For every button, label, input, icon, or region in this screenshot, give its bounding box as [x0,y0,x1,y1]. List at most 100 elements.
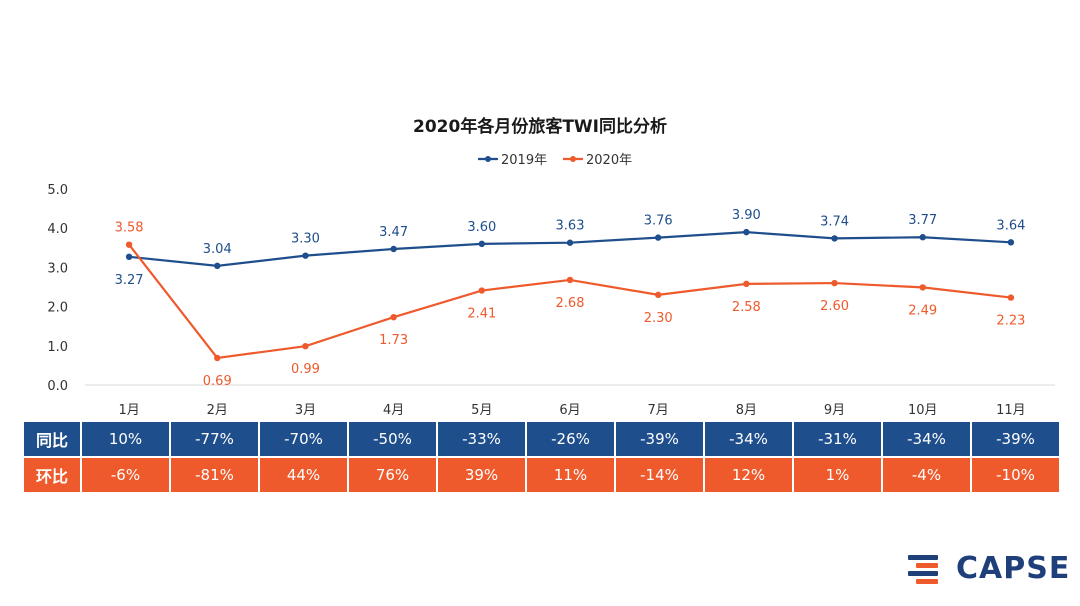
yoy-cell: -39% [970,422,1059,456]
x-tick-label: 11月 [996,403,1026,418]
data-label: 3.64 [996,218,1025,233]
x-tick-label: 7月 [648,403,669,418]
yoy-cell: -39% [614,422,703,456]
data-label: 3.47 [379,225,408,240]
x-tick-label: 3月 [295,403,316,418]
mom-cell: -4% [881,458,970,492]
yoy-cell: -26% [525,422,614,456]
data-label: 2.49 [908,303,937,318]
data-label: 3.63 [556,219,585,234]
data-point [302,342,309,350]
yoy-cell: -34% [703,422,792,456]
y-tick-label: 5.0 [47,183,68,198]
data-point [302,252,309,259]
x-tick-label: 9月 [824,403,845,418]
data-label: 3.90 [732,208,761,223]
data-point [214,354,221,362]
data-point [566,239,574,246]
data-point [390,245,397,253]
x-tick-label: 8月 [736,403,757,418]
logo-text: CAPSE [956,550,1071,586]
x-tick-label: 10月 [908,403,938,418]
data-label: 3.76 [644,214,673,229]
y-tick-label: 0.0 [47,379,68,394]
mom-cell: -10% [970,458,1059,492]
x-tick-label: 1月 [118,403,139,418]
mom-cell: -6% [80,458,169,492]
yoy-cell: -50% [347,422,436,456]
data-point [566,276,574,284]
y-tick-label: 3.0 [47,261,68,276]
y-tick-label: 1.0 [47,340,68,355]
mom-row-header: 环比 [35,467,68,486]
data-point [831,279,838,287]
data-label: 3.04 [203,242,232,257]
yoy-cell: -77% [169,422,258,456]
mom-row: 环比 -6% -81% 44% 76% 39% 11% -14% 12% 1% -4% -10% [24,458,1059,492]
data-label: 2.58 [732,300,761,315]
x-tick-label: 2月 [207,403,228,418]
data-point [125,241,133,248]
mom-cell: 76% [347,458,436,492]
line-chart: 2020年各月份旅客TWI同比分析 2019年 2020年 0.0 1.0 2.0 3.… [47,116,1055,418]
data-label: 3.27 [115,273,144,288]
series-group: 3.27 3.04 3.30 3.47 3.60 3.63 3.76 3.90 3.74 3.77… [115,208,1026,389]
chart-title: 2020年各月份旅客TWI同比分析 [413,116,667,137]
data-label: 3.30 [291,232,320,247]
data-point [1007,239,1015,246]
data-point [831,235,838,242]
logo-bars-icon [908,553,950,584]
mom-cell: 11% [525,458,614,492]
mom-cell: 44% [258,458,347,492]
yoy-row-header: 同比 [35,431,68,450]
yoy-cell: -70% [258,422,347,456]
data-point [125,253,133,261]
x-tick-label: 5月 [471,403,492,418]
yoy-cell: -34% [881,422,970,456]
data-point [1007,294,1015,301]
data-label: 3.58 [115,221,144,236]
data-label: 3.74 [820,214,849,229]
legend-label-1: 2020年 [586,153,632,168]
yoy-cell: 10% [80,422,169,456]
mom-cell: 39% [436,458,525,492]
data-point [919,284,926,291]
data-label: 0.69 [203,374,232,389]
yoy-row: 同比 10% -77% -70% -50% -33% -26% -39% -34% -31% -3… [24,422,1059,456]
y-axis: 0.0 1.0 2.0 3.0 4.0 5.0 [47,183,1055,394]
data-label: 2.60 [820,299,849,314]
data-point [743,280,750,288]
data-point [214,262,221,270]
data-point [478,240,486,248]
legend-label-0: 2019年 [501,153,547,168]
data-label: 1.73 [379,333,408,348]
legend: 2019年 2020年 [478,153,632,168]
series-line-0 [128,231,1011,267]
y-tick-label: 4.0 [47,222,68,237]
data-point [743,228,750,236]
x-tick-label: 4月 [383,403,404,418]
mom-cell: 12% [703,458,792,492]
data-label: 3.77 [908,213,937,228]
data-point [919,234,926,241]
y-tick-label: 2.0 [47,301,68,316]
mom-cell: -14% [614,458,703,492]
legend-marker-1 [570,156,576,162]
data-label: 3.60 [467,220,496,235]
mom-cell: -81% [169,458,258,492]
capse-logo: CAPSE [908,550,1070,586]
data-point [654,291,662,299]
data-label: 2.30 [644,311,673,326]
data-label: 2.41 [467,307,496,322]
data-point [390,313,397,321]
data-label: 2.68 [556,296,585,311]
x-tick-label: 6月 [559,403,580,418]
x-axis: 1月 2月 3月 4月 5月 6月 7月 8月 9月 10月 11月 [118,403,1025,418]
yoy-cell: -33% [436,422,525,456]
data-label: 2.23 [996,314,1025,329]
legend-marker-0 [485,156,491,162]
data-point [478,287,486,294]
data-label: 0.99 [291,362,320,377]
yoy-cell: -31% [792,422,881,456]
data-point [654,234,662,241]
